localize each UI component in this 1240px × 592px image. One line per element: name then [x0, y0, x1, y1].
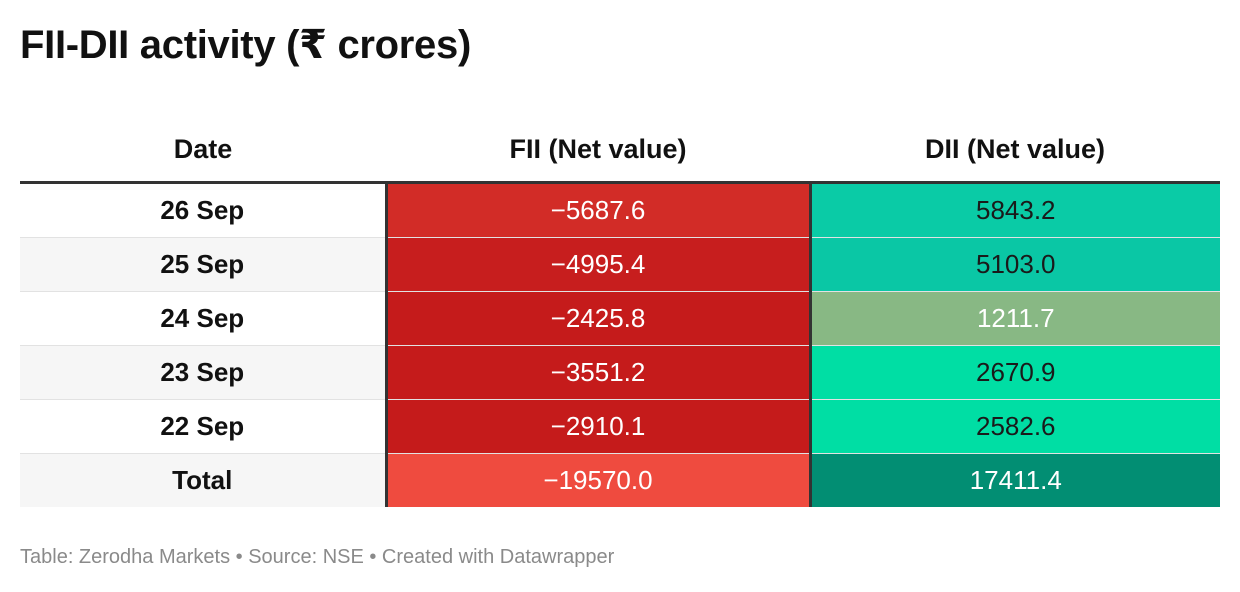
table-row: 23 Sep −3551.2 2670.9	[20, 345, 1220, 400]
column-header-dii: DII (Net value)	[810, 118, 1220, 184]
dii-value-cell: 2670.9	[808, 345, 1220, 400]
fii-value-cell: −5687.6	[384, 182, 810, 238]
dii-value-cell: 2582.6	[808, 399, 1220, 454]
table-row: 26 Sep −5687.6 5843.2	[20, 182, 1220, 238]
source-footer: Table: Zerodha Markets • Source: NSE • C…	[20, 546, 615, 568]
dii-value-cell: 1211.7	[808, 291, 1220, 346]
total-row: Total −19570.0 17411.4	[20, 453, 1220, 507]
table-row: 22 Sep −2910.1 2582.6	[20, 399, 1220, 454]
header-row: Date FII (Net value) DII (Net value)	[20, 118, 1220, 184]
date-cell: 25 Sep	[20, 237, 386, 292]
date-cell: 23 Sep	[20, 345, 386, 400]
table-row: 24 Sep −2425.8 1211.7	[20, 291, 1220, 346]
fii-value-cell: −3551.2	[384, 345, 810, 400]
dii-value-cell: 5103.0	[808, 237, 1220, 292]
total-label-cell: Total	[20, 453, 386, 507]
date-cell: 26 Sep	[20, 182, 386, 238]
column-header-date: Date	[20, 118, 386, 184]
date-cell: 24 Sep	[20, 291, 386, 346]
fii-value-cell: −2910.1	[384, 399, 810, 454]
table-row: 25 Sep −4995.4 5103.0	[20, 237, 1220, 292]
fii-value-cell: −4995.4	[384, 237, 810, 292]
dii-value-cell: 5843.2	[808, 182, 1220, 238]
date-cell: 22 Sep	[20, 399, 386, 454]
fii-value-cell: −2425.8	[384, 291, 810, 346]
total-dii-cell: 17411.4	[808, 453, 1220, 507]
total-fii-cell: −19570.0	[384, 453, 810, 507]
column-header-fii: FII (Net value)	[386, 118, 810, 184]
chart-title: FII-DII activity (₹ crores)	[20, 23, 471, 67]
fii-dii-table: Date FII (Net value) DII (Net value) 26 …	[20, 118, 1220, 507]
